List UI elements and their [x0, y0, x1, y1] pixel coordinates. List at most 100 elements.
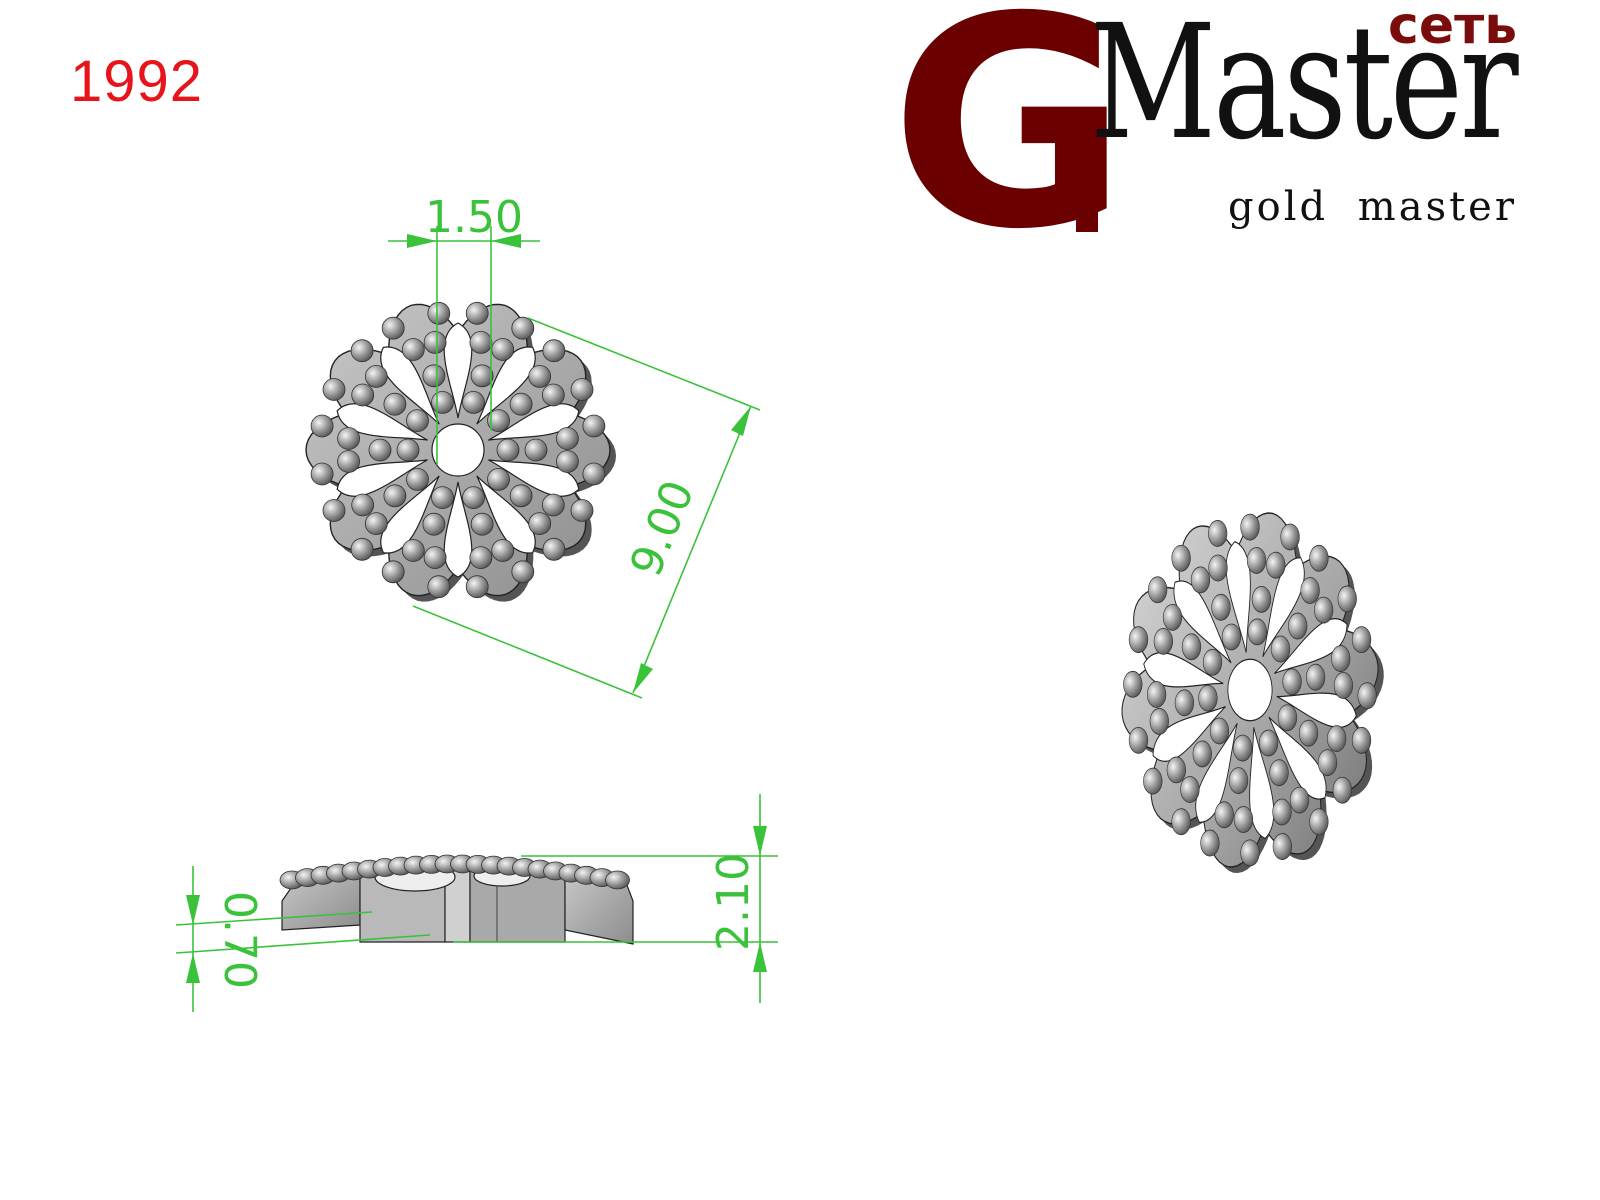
- render-bead: [1331, 645, 1351, 672]
- top-view-bead: [337, 427, 361, 450]
- render-bead: [1258, 729, 1279, 757]
- render-bead: [1166, 756, 1186, 784]
- logo-dot: [1076, 208, 1098, 232]
- top-view-bead: [470, 364, 494, 388]
- render-bead: [1171, 544, 1191, 572]
- dimension-height: [453, 794, 778, 1003]
- render-cutout: [1152, 706, 1226, 763]
- render-bead: [1288, 612, 1308, 640]
- render-bead: [1233, 734, 1253, 762]
- render-bead: [1240, 513, 1260, 541]
- top-view-bead: [351, 493, 375, 517]
- render-bead: [1298, 719, 1319, 747]
- top-view-bead: [465, 301, 489, 325]
- top-view-bead: [570, 378, 594, 401]
- render-bead: [1123, 670, 1143, 698]
- top-view-bead: [427, 301, 451, 325]
- top-view-bead: [491, 539, 515, 562]
- top-view-bead: [470, 512, 494, 536]
- top-view-bead: [431, 486, 454, 510]
- top-view-bead: [509, 392, 533, 416]
- dimension-thickness: [175, 866, 431, 1012]
- side-view: [279, 854, 634, 945]
- render-bead: [1209, 717, 1230, 745]
- render-bead: [1314, 596, 1334, 624]
- render-bead: [1181, 633, 1202, 661]
- render-bead: [1266, 551, 1286, 579]
- top-view-bead: [496, 438, 520, 462]
- top-view-bead: [487, 409, 510, 433]
- render-bead: [1333, 672, 1354, 699]
- render-bead: [1240, 839, 1260, 867]
- top-view-bead: [401, 539, 425, 562]
- top-view-bead: [364, 512, 388, 535]
- render-bead: [1327, 725, 1347, 753]
- render-bead: [1128, 726, 1149, 754]
- top-view-bead: [406, 467, 429, 491]
- render-bead: [1246, 547, 1267, 574]
- render-bead: [1280, 523, 1300, 551]
- render-bead: [1289, 786, 1310, 814]
- top-view-bead: [570, 499, 594, 522]
- top-view-cutout: [476, 475, 536, 554]
- perspective-view: [1121, 512, 1384, 874]
- render-bead: [1174, 689, 1195, 717]
- render-bead: [1180, 776, 1200, 803]
- render-bead: [1309, 544, 1329, 572]
- top-view-bead: [350, 537, 374, 561]
- dimension-petal-width: [388, 226, 540, 465]
- logo-badge: сеть: [1388, 0, 1518, 56]
- render-bead: [1272, 798, 1292, 826]
- top-view-cutout: [336, 403, 428, 441]
- render-bead: [1277, 704, 1298, 732]
- gmaster-logo: G Master сеть gold master: [890, 0, 1590, 270]
- top-view: [305, 301, 616, 602]
- top-view-bead: [469, 546, 493, 569]
- render-cutout: [1274, 617, 1348, 674]
- render-bead: [1208, 520, 1228, 547]
- render-bead: [1272, 833, 1292, 860]
- top-view-bead: [427, 575, 451, 599]
- top-view-cutout: [488, 459, 580, 497]
- top-view-bead: [381, 316, 405, 340]
- top-view-bead: [528, 364, 552, 388]
- render-bead: [1247, 618, 1267, 646]
- logo-tagline: gold master: [1228, 184, 1517, 230]
- render-bead: [1190, 566, 1211, 594]
- top-view-bead: [528, 512, 552, 535]
- render-cutout: [1143, 651, 1224, 688]
- render-bead: [1128, 626, 1149, 654]
- render-bead: [1269, 759, 1289, 787]
- top-view-bead: [511, 316, 535, 340]
- top-view-bead: [396, 438, 420, 462]
- top-view-bead: [322, 378, 346, 401]
- top-view-bead: [511, 560, 535, 584]
- render-bead: [1149, 708, 1169, 735]
- top-view-bead: [582, 462, 606, 486]
- top-view-bead: [423, 330, 447, 354]
- top-view-bead: [337, 450, 361, 473]
- render-bead: [1309, 808, 1329, 836]
- render-cutout: [1173, 580, 1232, 664]
- top-view-cutout: [488, 403, 580, 441]
- dimension-label-petal-width: 1.50: [425, 192, 523, 243]
- render-bead: [1147, 576, 1168, 604]
- top-view-bead: [556, 427, 579, 450]
- top-view-bead: [491, 338, 515, 361]
- top-view-bead: [542, 537, 566, 561]
- top-view-bead: [368, 438, 392, 462]
- top-view-bead: [351, 383, 375, 407]
- render-bead: [1228, 767, 1249, 794]
- render-bead: [1351, 626, 1372, 654]
- render-bead: [1282, 668, 1302, 696]
- top-view-bead: [524, 438, 548, 462]
- top-view-cutout: [380, 346, 440, 425]
- render-bead: [1270, 635, 1291, 663]
- top-view-bead: [541, 493, 565, 517]
- dimension-label-height: 2.10: [708, 853, 759, 951]
- render-bead: [1146, 681, 1167, 708]
- top-view-bead: [582, 414, 606, 438]
- top-view-bead: [556, 450, 579, 473]
- render-bead: [1171, 808, 1191, 836]
- top-view-cutout: [443, 481, 473, 578]
